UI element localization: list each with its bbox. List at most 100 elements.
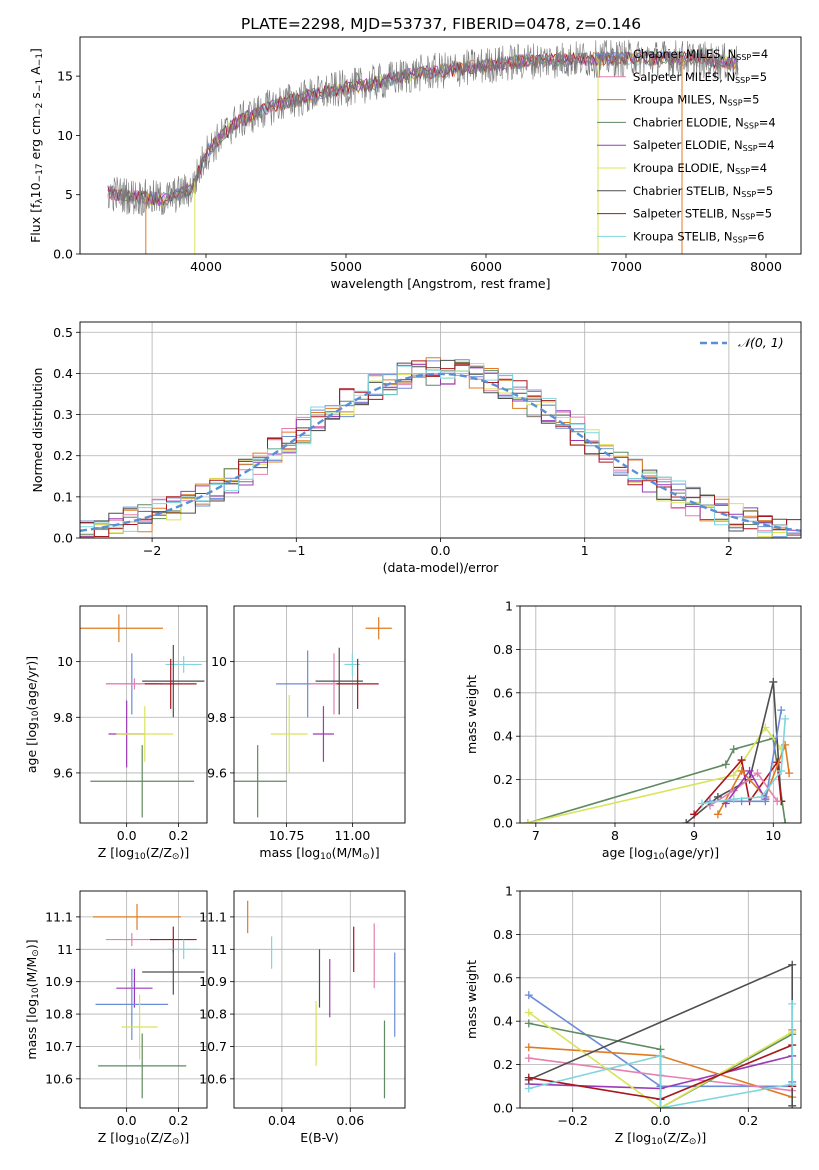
y-tick-label: 15: [57, 69, 73, 84]
x-tick-label: 10.75: [269, 828, 305, 843]
weight-marker: [729, 745, 738, 754]
plot-area-mass_age: [234, 617, 392, 818]
y-tick-label: 0.2: [493, 1057, 513, 1072]
panel-age_weight: 7 8 9 10 0.0 0.2 0.4 0.6 0.8 1 age [log10(age/yr)]…: [464, 599, 802, 862]
weight-marker: [781, 819, 790, 823]
legend-label: Chabrier MILES, NSSP=4: [633, 47, 768, 62]
y-tick-label: 0.5: [53, 325, 73, 340]
weight-line-blue: [710, 710, 782, 803]
weight-marker: [788, 1101, 797, 1108]
y-tick-label: 10: [57, 654, 73, 669]
errorbar-point-orange: [92, 903, 182, 930]
errorbar-point-dark: [315, 647, 363, 715]
axes-frame: [233, 605, 406, 824]
legend-label: Chabrier STELIB, NSSP=5: [633, 184, 773, 199]
axes-frame: [79, 321, 802, 539]
weight-line-yellow: [527, 726, 782, 823]
y-tick-label: 10.6: [45, 1071, 73, 1086]
weight-marker: [682, 819, 691, 823]
weight-marker: [745, 766, 754, 775]
axes-frame: [233, 890, 406, 1109]
x-tick-label: 5000: [330, 259, 362, 274]
errorbar-point-dark: [142, 949, 205, 995]
x-axis-label: mass [log10(M/M⊙)]: [259, 845, 379, 862]
x-tick-label: 4000: [190, 259, 222, 274]
weight-marker: [524, 1019, 533, 1028]
y-tick-label: 0.6: [493, 970, 513, 985]
y-axis-label: Flux [fλ10−17 erg cm−2 s−1 A−1]: [28, 48, 45, 243]
x-tick-label: 6000: [470, 259, 502, 274]
x-tick-label: 8: [611, 828, 619, 843]
y-tick-label: 0.4: [493, 729, 513, 744]
gaussian-curve: [80, 372, 801, 532]
y-tick-label: 11.1: [199, 909, 227, 924]
x-tick-label: −1: [287, 543, 305, 558]
y-tick-label: 10.9: [45, 974, 73, 989]
y-axis-label: mass [log10(M/M⊙)]: [24, 939, 41, 1059]
x-tick-label: 0.0: [431, 543, 451, 558]
x-tick-label: 0.2: [169, 828, 189, 843]
weight-marker: [656, 1104, 665, 1108]
y-tick-label: 0.2: [493, 772, 513, 787]
errorbar-point-yellow: [116, 706, 174, 762]
x-tick-label: −0.2: [558, 1113, 588, 1128]
x-tick-label: 0.0: [651, 1113, 671, 1128]
errorbar-point-yellow: [121, 994, 158, 1060]
figure-title: PLATE=2298, MJD=53737, FIBERID=0478, z=0…: [241, 15, 641, 33]
y-tick-label: 9.6: [53, 765, 73, 780]
weight-marker: [713, 810, 722, 819]
axes-frame: [79, 605, 208, 824]
y-tick-label: 0.6: [493, 685, 513, 700]
plot-area-z_weight: [524, 960, 797, 1108]
weight-marker: [690, 810, 699, 819]
x-axis-label: age [log10(age/yr)]: [602, 845, 719, 862]
legend-label: Kroupa MILES, NSSP=5: [633, 93, 759, 108]
weight-marker: [721, 760, 730, 769]
x-axis-label: Z [log10(Z/Z⊙)]: [98, 1130, 189, 1147]
y-tick-label: 0.0: [53, 247, 73, 262]
weight-marker: [729, 771, 738, 780]
errorbar-point-red: [336, 658, 379, 709]
x-tick-label: 0.04: [268, 1113, 296, 1128]
y-tick-label: 9.8: [207, 710, 227, 725]
y-tick-label: 0.0: [53, 531, 73, 546]
weight-marker: [698, 799, 707, 808]
weight-marker: [656, 1051, 665, 1060]
x-axis-label: wavelength [Angstrom, rest frame]: [330, 276, 550, 291]
x-tick-label: 8000: [750, 259, 782, 274]
x-axis-label: Z [log10(Z/Z⊙)]: [615, 1130, 706, 1147]
y-tick-label: 0.8: [493, 927, 513, 942]
legend-label: Salpeter MILES, NSSP=5: [633, 70, 767, 85]
errorbar-point-green: [234, 745, 287, 818]
weight-marker: [524, 1043, 533, 1052]
weight-marker: [777, 706, 786, 715]
legend-label: Kroupa STELIB, NSSP=6: [633, 229, 764, 244]
errorbar-point-yellow: [270, 695, 308, 773]
panel-mass_age: 10.75 11.00 9.6 9.8 10 mass [log10(M/M⊙)]: [207, 605, 406, 862]
axes-frame: [79, 36, 802, 255]
weight-marker: [761, 797, 770, 806]
y-tick-label: 9.8: [53, 710, 73, 725]
y-tick-label: 0.2: [53, 448, 73, 463]
weight-line-yellow: [528, 1011, 793, 1108]
weight-marker: [524, 1073, 533, 1082]
errorbar-point-red: [149, 926, 197, 953]
x-tick-label: 0.06: [336, 1113, 364, 1128]
plot-area-spectrum: [107, 39, 739, 254]
y-tick-label: 11: [57, 942, 73, 957]
y-tick-label: 5: [65, 187, 73, 202]
x-tick-label: 0.2: [738, 1113, 758, 1128]
y-tick-label: 0.1: [53, 489, 73, 504]
y-axis-label: mass weight: [464, 675, 479, 754]
weight-marker: [788, 1080, 797, 1089]
y-axis-label: Normed distribution: [30, 368, 45, 493]
x-axis-label: Z [log10(Z/Z⊙)]: [98, 845, 189, 862]
weight-marker: [788, 960, 797, 969]
errorbar-point-green: [98, 1033, 187, 1099]
y-tick-label: 0.3: [53, 407, 73, 422]
y-tick-label: 10.8: [45, 1007, 73, 1022]
y-tick-label: 11: [211, 942, 227, 957]
weight-line-cyan: [528, 1003, 793, 1108]
x-tick-label: 0.0: [117, 828, 137, 843]
